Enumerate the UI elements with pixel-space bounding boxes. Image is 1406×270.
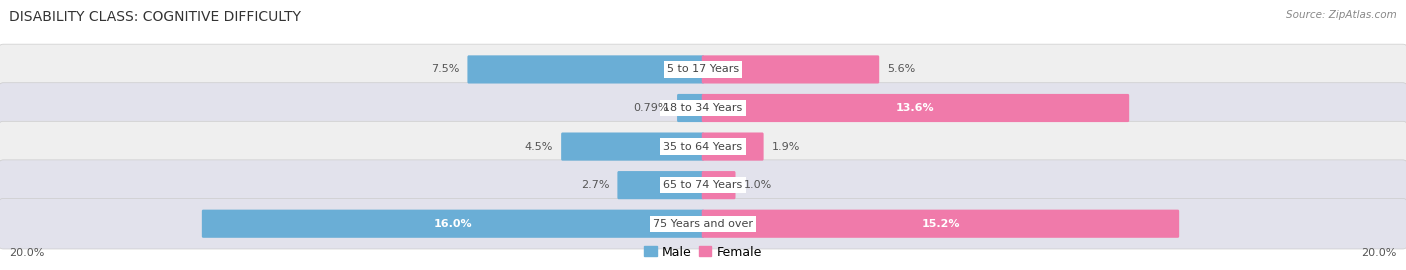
Text: Source: ZipAtlas.com: Source: ZipAtlas.com: [1286, 10, 1396, 20]
FancyBboxPatch shape: [0, 83, 1406, 133]
Text: 35 to 64 Years: 35 to 64 Years: [664, 141, 742, 151]
Text: 13.6%: 13.6%: [896, 103, 935, 113]
Text: 15.2%: 15.2%: [921, 219, 960, 229]
Text: 0.79%: 0.79%: [634, 103, 669, 113]
Text: 2.7%: 2.7%: [581, 180, 609, 190]
Text: 20.0%: 20.0%: [10, 248, 45, 258]
FancyBboxPatch shape: [0, 198, 1406, 249]
Text: 1.0%: 1.0%: [744, 180, 772, 190]
FancyBboxPatch shape: [0, 160, 1406, 210]
FancyBboxPatch shape: [467, 55, 704, 83]
Text: 1.9%: 1.9%: [772, 141, 800, 151]
Text: 5 to 17 Years: 5 to 17 Years: [666, 65, 740, 75]
Text: 20.0%: 20.0%: [1361, 248, 1396, 258]
FancyBboxPatch shape: [702, 55, 879, 83]
FancyBboxPatch shape: [678, 94, 704, 122]
Text: 7.5%: 7.5%: [430, 65, 460, 75]
Text: DISABILITY CLASS: COGNITIVE DIFFICULTY: DISABILITY CLASS: COGNITIVE DIFFICULTY: [10, 10, 301, 24]
FancyBboxPatch shape: [702, 133, 763, 161]
FancyBboxPatch shape: [702, 171, 735, 199]
FancyBboxPatch shape: [0, 121, 1406, 172]
Text: 75 Years and over: 75 Years and over: [652, 219, 754, 229]
FancyBboxPatch shape: [702, 94, 1129, 122]
FancyBboxPatch shape: [202, 210, 704, 238]
Legend: Male, Female: Male, Female: [640, 241, 766, 264]
Text: 65 to 74 Years: 65 to 74 Years: [664, 180, 742, 190]
Text: 16.0%: 16.0%: [433, 219, 472, 229]
Text: 18 to 34 Years: 18 to 34 Years: [664, 103, 742, 113]
Text: 4.5%: 4.5%: [524, 141, 553, 151]
FancyBboxPatch shape: [561, 133, 704, 161]
FancyBboxPatch shape: [702, 210, 1180, 238]
Text: 5.6%: 5.6%: [887, 65, 915, 75]
FancyBboxPatch shape: [617, 171, 704, 199]
FancyBboxPatch shape: [0, 44, 1406, 95]
